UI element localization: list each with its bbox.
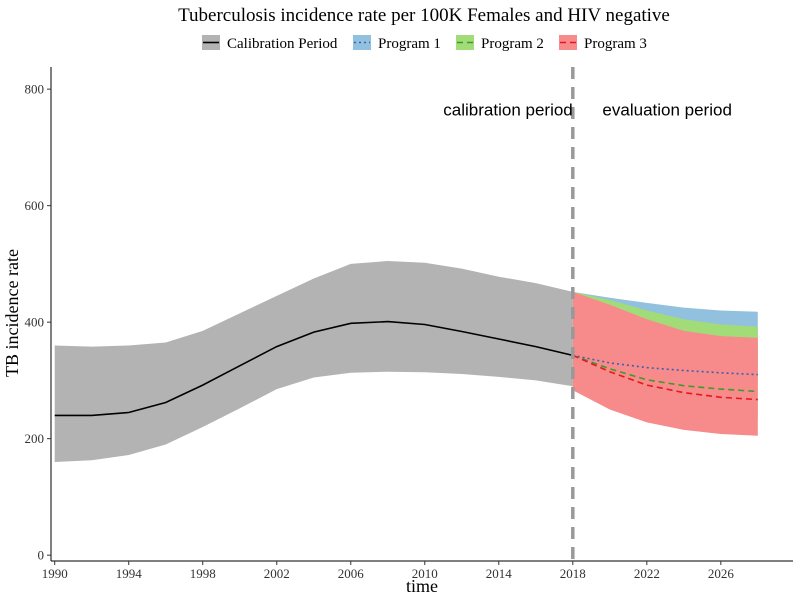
y-tick-label: 400 [25, 315, 45, 330]
legend-item-program-2: Program 2 [456, 35, 544, 52]
x-tick-label: 1994 [116, 566, 143, 581]
x-tick-label: 2018 [560, 566, 586, 581]
y-tick-label: 800 [25, 82, 45, 97]
x-tick-label: 2006 [338, 566, 365, 581]
legend-swatch [456, 35, 474, 50]
legend-label: Calibration Period [227, 36, 338, 52]
legend-swatch [559, 35, 577, 50]
legend-swatch [353, 35, 371, 50]
x-tick-label: 2014 [486, 566, 513, 581]
evaluation-period-label: evaluation period [602, 100, 731, 119]
chart-title: Tuberculosis incidence rate per 100K Fem… [178, 5, 670, 26]
calibration-band [54, 261, 573, 462]
y-tick-label: 200 [25, 431, 45, 446]
x-tick-label: 2002 [264, 566, 290, 581]
plot-area: calibration period evaluation period [54, 67, 758, 561]
y-tick-label: 0 [38, 548, 45, 563]
legend-item-calibration-period: Calibration Period [202, 35, 338, 52]
legend-label: Program 2 [481, 36, 544, 52]
legend: Calibration Period Program 1 Program 2 Prog… [202, 35, 647, 52]
legend-label: Program 3 [584, 36, 647, 52]
y-tick-label: 600 [25, 198, 45, 213]
x-tick-label: 2026 [708, 566, 735, 581]
x-tick-label: 2010 [412, 566, 438, 581]
legend-item-program-1: Program 1 [353, 35, 441, 52]
program-2-line [572, 354, 758, 393]
calibration-line [54, 320, 573, 417]
program-1-line [572, 354, 758, 376]
calibration-period-label: calibration period [443, 100, 572, 119]
x-tick-label: 1998 [190, 566, 216, 581]
x-axis-label: time [406, 576, 438, 596]
axes: 0 200 400 600 800 1990 1994 1998 2002 2006 2010 201… [25, 67, 793, 581]
legend-item-program-3: Program 3 [559, 35, 647, 52]
x-tick-label: 1990 [42, 566, 68, 581]
x-tick-label: 2022 [634, 566, 660, 581]
legend-label: Program 1 [378, 36, 441, 52]
y-axis-label: TB incidence rate [2, 249, 22, 377]
program-3-line [572, 354, 758, 401]
program-3-band [572, 291, 758, 436]
